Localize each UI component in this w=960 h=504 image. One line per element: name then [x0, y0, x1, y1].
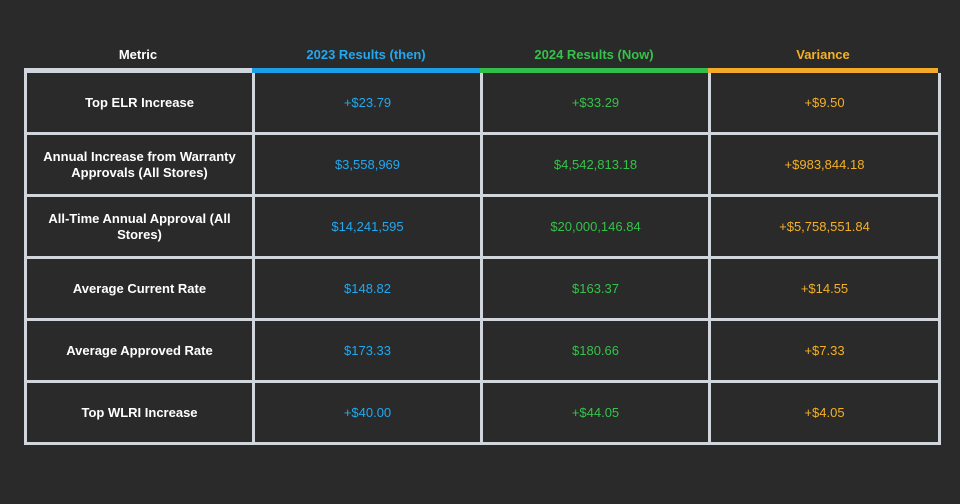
table-row: Top ELR Increase +$23.79 +$33.29 +$9.50: [24, 73, 941, 135]
comparison-table-wrapper: Metric 2023 Results (then) 2024 Results …: [24, 40, 941, 445]
variance-cell: +$14.55: [708, 256, 941, 321]
variance-cell: +$983,844.18: [708, 132, 941, 197]
header-2024-results: 2024 Results (Now): [534, 46, 654, 62]
table-header-row: Metric 2023 Results (then) 2024 Results …: [24, 40, 938, 68]
value-2024-cell: $20,000,146.84: [480, 194, 711, 259]
value-2023-cell: $173.33: [252, 318, 483, 383]
metric-cell: Average Approved Rate: [24, 318, 255, 383]
metric-cell: Annual Increase from Warranty Approvals …: [24, 132, 255, 197]
comparison-table: Top ELR Increase +$23.79 +$33.29 +$9.50 …: [24, 73, 941, 445]
header-2023-results: 2023 Results (then): [306, 46, 426, 62]
table-row: Top WLRI Increase +$40.00 +$44.05 +$4.05: [24, 380, 941, 445]
value-2023-cell: +$40.00: [252, 380, 483, 445]
table-row: All-Time Annual Approval (All Stores) $1…: [24, 194, 941, 259]
variance-cell: +$4.05: [708, 380, 941, 445]
value-2024-cell: +$44.05: [480, 380, 711, 445]
value-2023-cell: $3,558,969: [252, 132, 483, 197]
metric-cell: Top ELR Increase: [24, 73, 255, 135]
header-variance: Variance: [796, 46, 850, 62]
accent-variance: [708, 68, 938, 73]
value-2023-cell: $14,241,595: [252, 194, 483, 259]
metric-cell: All-Time Annual Approval (All Stores): [24, 194, 255, 259]
table-row: Average Current Rate $148.82 $163.37 +$1…: [24, 256, 941, 321]
header-metric: Metric: [118, 46, 158, 62]
variance-cell: +$5,758,551.84: [708, 194, 941, 259]
variance-cell: +$7.33: [708, 318, 941, 383]
table-row: Annual Increase from Warranty Approvals …: [24, 132, 941, 197]
header-accent-bar: [24, 68, 938, 73]
value-2023-cell: +$23.79: [252, 73, 483, 135]
metric-cell: Average Current Rate: [24, 256, 255, 321]
table-row: Average Approved Rate $173.33 $180.66 +$…: [24, 318, 941, 383]
value-2024-cell: $4,542,813.18: [480, 132, 711, 197]
value-2024-cell: $163.37: [480, 256, 711, 321]
accent-metric: [24, 68, 252, 73]
value-2024-cell: $180.66: [480, 318, 711, 383]
accent-2024: [480, 68, 708, 73]
accent-2023: [252, 68, 480, 73]
value-2024-cell: +$33.29: [480, 73, 711, 135]
value-2023-cell: $148.82: [252, 256, 483, 321]
variance-cell: +$9.50: [708, 73, 941, 135]
metric-cell: Top WLRI Increase: [24, 380, 255, 445]
